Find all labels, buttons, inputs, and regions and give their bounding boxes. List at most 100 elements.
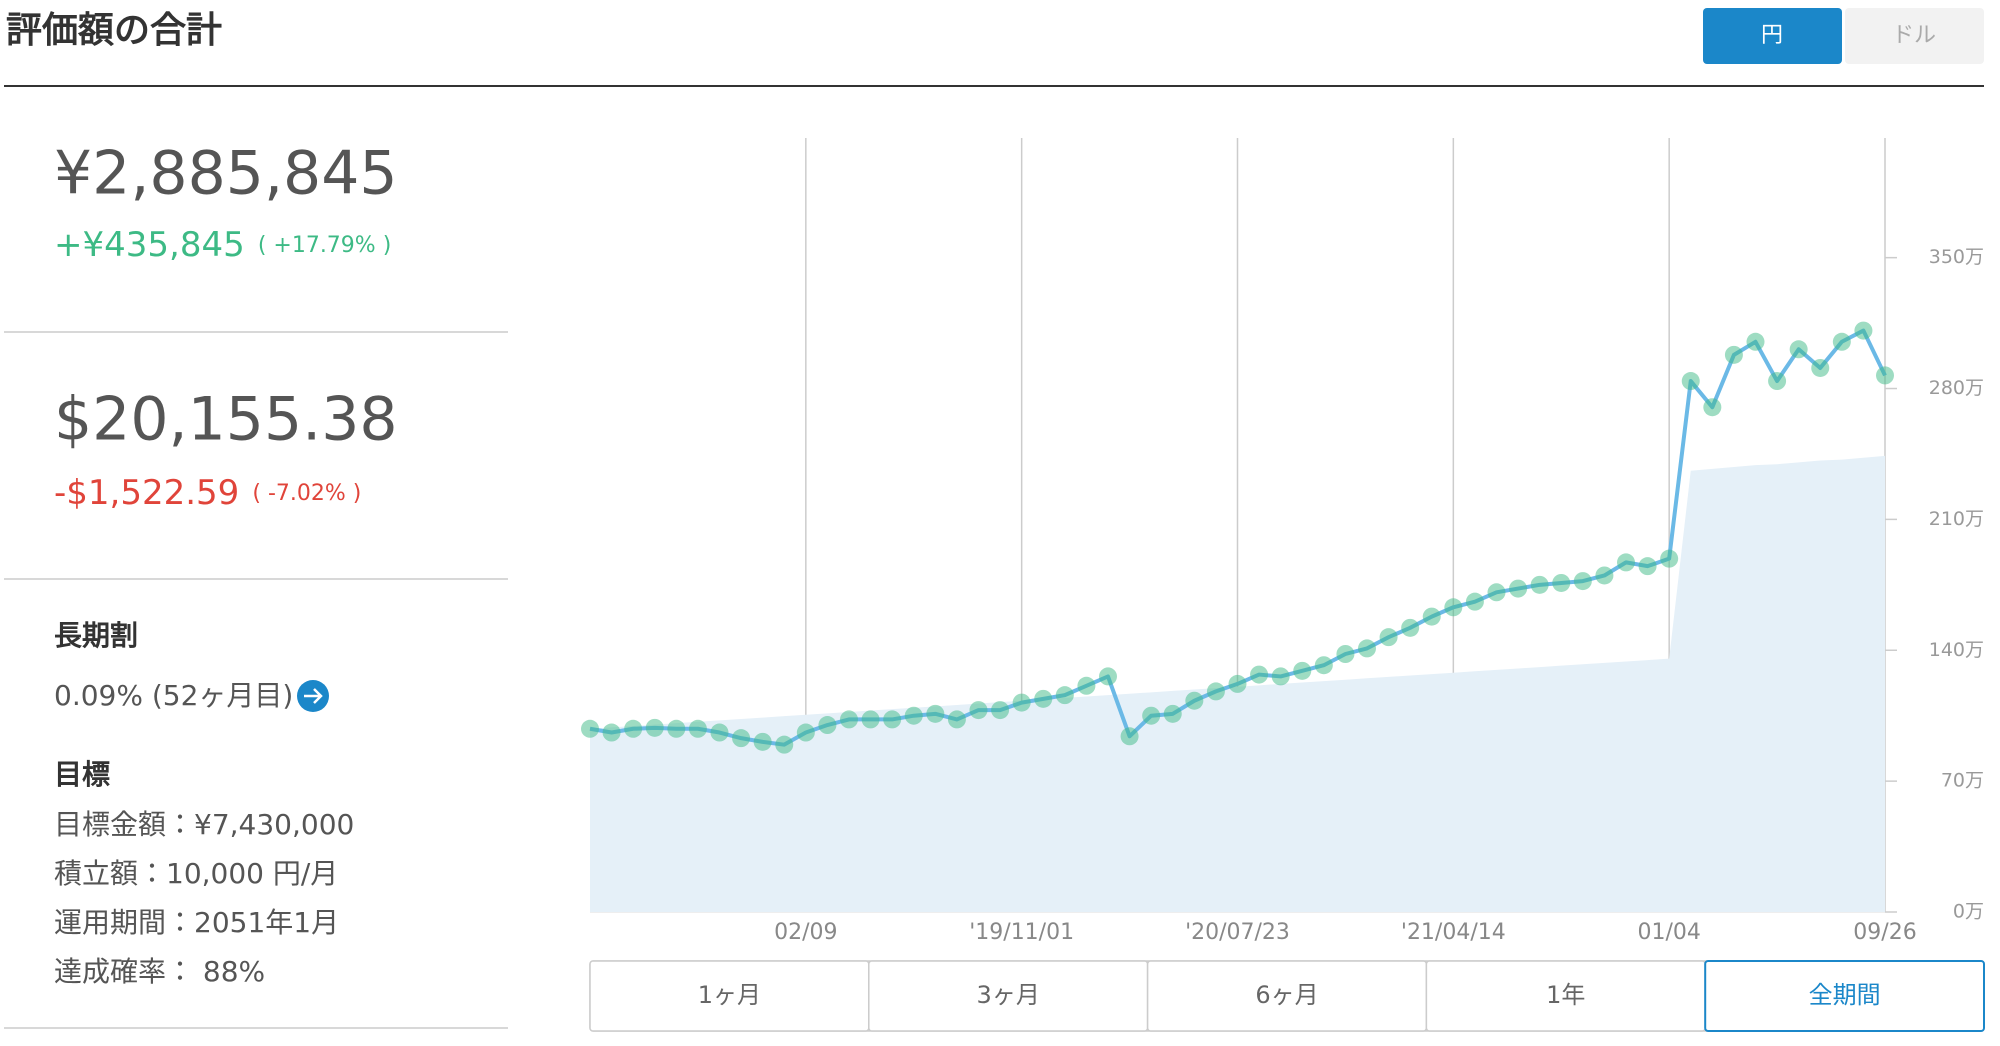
x-tick-label: '20/07/23 (1185, 920, 1290, 945)
usd-change-pct: ( -7.02% ) (252, 481, 361, 506)
point-marker (904, 706, 923, 725)
yen-button[interactable] (1703, 8, 1842, 64)
point-marker (753, 732, 772, 751)
goal-item: 達成確率： 88% (54, 955, 265, 988)
tab-label[interactable]: 3ヶ月 (977, 981, 1040, 1009)
point-marker (667, 719, 686, 738)
usd-change-amount: -$1,522.59 (54, 473, 239, 513)
point-marker (710, 723, 729, 742)
point-marker (1120, 727, 1139, 746)
tab-active[interactable] (1704, 960, 1985, 1032)
dollar-button-label[interactable]: ドル (1892, 23, 1936, 48)
page-title: 評価額の合計 (6, 10, 222, 51)
x-tick-label: 01/04 (1637, 920, 1700, 945)
point-marker (775, 735, 794, 754)
goal-item: 運用期間：2051年1月 (54, 906, 339, 939)
point-marker (1163, 704, 1182, 723)
y-tick-label: 280万 (1929, 377, 1984, 399)
point-marker (1573, 572, 1592, 591)
point-marker (1876, 366, 1894, 385)
point-marker (1077, 676, 1096, 695)
x-tick-label: '21/04/14 (1401, 920, 1506, 945)
point-marker (796, 723, 815, 742)
point-marker (1444, 598, 1463, 617)
jpy-total: ¥2,885,845 (54, 139, 398, 209)
point-marker (926, 704, 945, 723)
point-marker (1379, 628, 1398, 647)
point-marker (1681, 372, 1700, 391)
point-marker (1789, 340, 1808, 359)
point-marker (1811, 358, 1830, 377)
x-tick-label: '19/11/01 (969, 920, 1074, 945)
y-tick-label: 140万 (1929, 639, 1984, 661)
point-marker (1552, 573, 1571, 592)
y-tick-label: 0万 (1953, 901, 1984, 923)
point-marker (1099, 667, 1117, 686)
usd-change: -$1,522.59 ( -7.02% ) (54, 473, 361, 513)
point-marker (969, 701, 988, 720)
point-marker (818, 716, 837, 735)
point-marker (688, 719, 707, 738)
jpy-change: +¥435,845 ( +17.79% ) (54, 225, 391, 265)
x-tick-label: 02/09 (774, 920, 837, 945)
point-marker (840, 710, 858, 729)
usd-total: $20,155.38 (54, 385, 398, 455)
point-marker (1768, 372, 1787, 391)
dollar-button[interactable] (1845, 8, 1984, 64)
point-marker (1746, 332, 1765, 351)
jpy-change-amount: +¥435,845 (54, 225, 245, 265)
cost-area (590, 455, 1885, 912)
arrow-icon (304, 688, 323, 704)
point-marker (1293, 661, 1312, 680)
point-marker (1703, 398, 1722, 417)
point-marker (1724, 345, 1743, 364)
point-marker (1271, 667, 1290, 686)
point-marker (1465, 592, 1484, 611)
point-marker (1055, 686, 1074, 705)
point-marker (861, 710, 880, 729)
point-marker (1228, 674, 1247, 693)
point-marker (1336, 645, 1355, 663)
point-marker (1250, 665, 1269, 684)
tab-label[interactable]: 6ヶ月 (1255, 981, 1318, 1009)
currency-toggle: 円 ドル (1703, 8, 1984, 64)
y-tick-label: 350万 (1929, 246, 1984, 268)
point-marker (1314, 656, 1333, 675)
point-marker (1854, 321, 1873, 340)
point-marker (1530, 575, 1549, 594)
tab-label[interactable]: 全期間 (1809, 981, 1881, 1009)
point-marker (947, 710, 966, 729)
point-marker (581, 719, 599, 738)
point-marker (1487, 583, 1506, 602)
long-term-rate: 0.09% (52ヶ月目) (54, 679, 293, 712)
y-tick-label: 210万 (1929, 508, 1984, 530)
point-marker (1509, 579, 1528, 598)
yen-button-label[interactable]: 円 (1761, 23, 1783, 48)
y-tick-label: 70万 (1941, 770, 1984, 792)
chart: 02/09 '19/11/01 '20/07/23 '21/04/14 01/04 09/… (581, 138, 1984, 945)
point-marker (1012, 693, 1031, 712)
point-marker (624, 719, 643, 738)
tab-label[interactable]: 1年 (1546, 981, 1585, 1009)
goal-item: 積立額：10,000 円/月 (54, 857, 338, 890)
x-tick-label: 09/26 (1853, 920, 1916, 945)
point-marker (602, 723, 621, 742)
long-term-title: 長期割 (54, 619, 138, 652)
point-marker (1401, 618, 1420, 637)
period-tabs: 1ヶ月 3ヶ月 6ヶ月 1年 全期間 (589, 960, 1985, 1032)
point-marker (1595, 566, 1614, 585)
tab-label[interactable]: 1ヶ月 (698, 981, 761, 1009)
point-marker (1617, 553, 1635, 572)
point-marker (1185, 691, 1204, 710)
point-marker (1358, 639, 1376, 658)
point-marker (1206, 682, 1225, 701)
goal-item: 目標金額：¥7,430,000 (54, 808, 354, 841)
point-marker (732, 729, 751, 748)
point-marker (1422, 607, 1441, 626)
long-term-link[interactable] (297, 680, 329, 712)
point-marker (1034, 689, 1053, 708)
point-marker (1142, 706, 1161, 725)
point-marker (1660, 549, 1679, 568)
